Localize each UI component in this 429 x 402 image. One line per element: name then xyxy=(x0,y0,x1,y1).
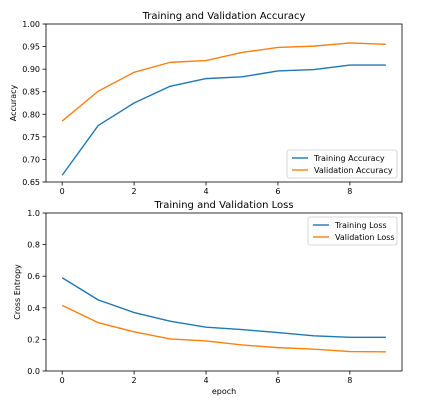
loss-y-tick-label: 0.0 xyxy=(27,367,40,376)
loss-series-line-validation xyxy=(61,304,386,353)
accuracy-y-tick-label: 0.65 xyxy=(22,178,40,187)
accuracy-y-tick-label: 0.95 xyxy=(22,43,40,52)
accuracy-x-tick-label: 8 xyxy=(347,187,352,196)
accuracy-series-line-validation xyxy=(61,42,386,122)
loss-chart: Training and Validation Loss Cross Entro… xyxy=(13,200,403,396)
accuracy-ticks: 0 2 4 6 8 0.65 0.70 0.75 0.80 0.85 0.90 0.95 1.00 xyxy=(22,20,352,196)
loss-chart-title: Training and Validation Loss xyxy=(153,200,293,211)
accuracy-chart-title: Training and Validation Accuracy xyxy=(142,11,306,22)
accuracy-legend-label: Training Accuracy xyxy=(313,154,385,163)
accuracy-y-axis-label: Accuracy xyxy=(9,84,18,121)
accuracy-y-tick-label: 0.75 xyxy=(22,133,40,142)
loss-legend: Training Loss Validation Loss xyxy=(307,216,398,246)
accuracy-y-tick-label: 0.70 xyxy=(22,155,40,164)
loss-x-tick-label: 4 xyxy=(203,376,208,385)
loss-series-line-training xyxy=(61,277,386,339)
loss-y-tick-label: 1.0 xyxy=(27,209,40,218)
accuracy-x-tick-label: 0 xyxy=(60,187,65,196)
accuracy-legend-label: Validation Accuracy xyxy=(314,166,393,175)
accuracy-series-line-training xyxy=(61,64,386,176)
accuracy-y-tick-label: 0.90 xyxy=(22,65,40,74)
loss-y-tick-label: 0.8 xyxy=(27,241,40,250)
loss-legend-label: Training Loss xyxy=(334,221,387,230)
accuracy-y-tick-label: 1.00 xyxy=(22,20,40,29)
loss-x-tick-label: 2 xyxy=(132,376,137,385)
loss-y-tick-label: 0.2 xyxy=(27,335,40,344)
accuracy-plot-frame xyxy=(45,23,403,183)
accuracy-y-tick-label: 0.85 xyxy=(22,88,40,97)
accuracy-x-tick-label: 6 xyxy=(275,187,280,196)
accuracy-legend: Training Accuracy Validation Accuracy xyxy=(286,149,398,179)
loss-y-tick-label: 0.6 xyxy=(27,272,40,281)
loss-plot-frame xyxy=(45,212,403,372)
loss-ticks: 0 2 4 6 8 0.0 0.2 0.4 0.6 0.8 1.0 xyxy=(27,209,352,385)
loss-lines xyxy=(61,277,386,353)
loss-x-tick-label: 0 xyxy=(60,376,65,385)
accuracy-x-tick-label: 4 xyxy=(203,187,208,196)
loss-x-tick-label: 6 xyxy=(275,376,280,385)
loss-legend-label: Validation Loss xyxy=(335,233,395,242)
loss-x-axis-label: epoch xyxy=(212,387,236,396)
accuracy-legend-box xyxy=(286,149,398,179)
accuracy-x-tick-label: 2 xyxy=(132,187,137,196)
accuracy-chart: Training and Validation Accuracy Accurac… xyxy=(9,11,403,196)
accuracy-lines xyxy=(61,42,386,176)
loss-y-axis-label: Cross Entropy xyxy=(13,264,22,320)
loss-legend-box xyxy=(307,216,398,246)
accuracy-y-tick-label: 0.80 xyxy=(22,110,40,119)
loss-y-tick-label: 0.4 xyxy=(27,304,40,313)
loss-x-tick-label: 8 xyxy=(347,376,352,385)
